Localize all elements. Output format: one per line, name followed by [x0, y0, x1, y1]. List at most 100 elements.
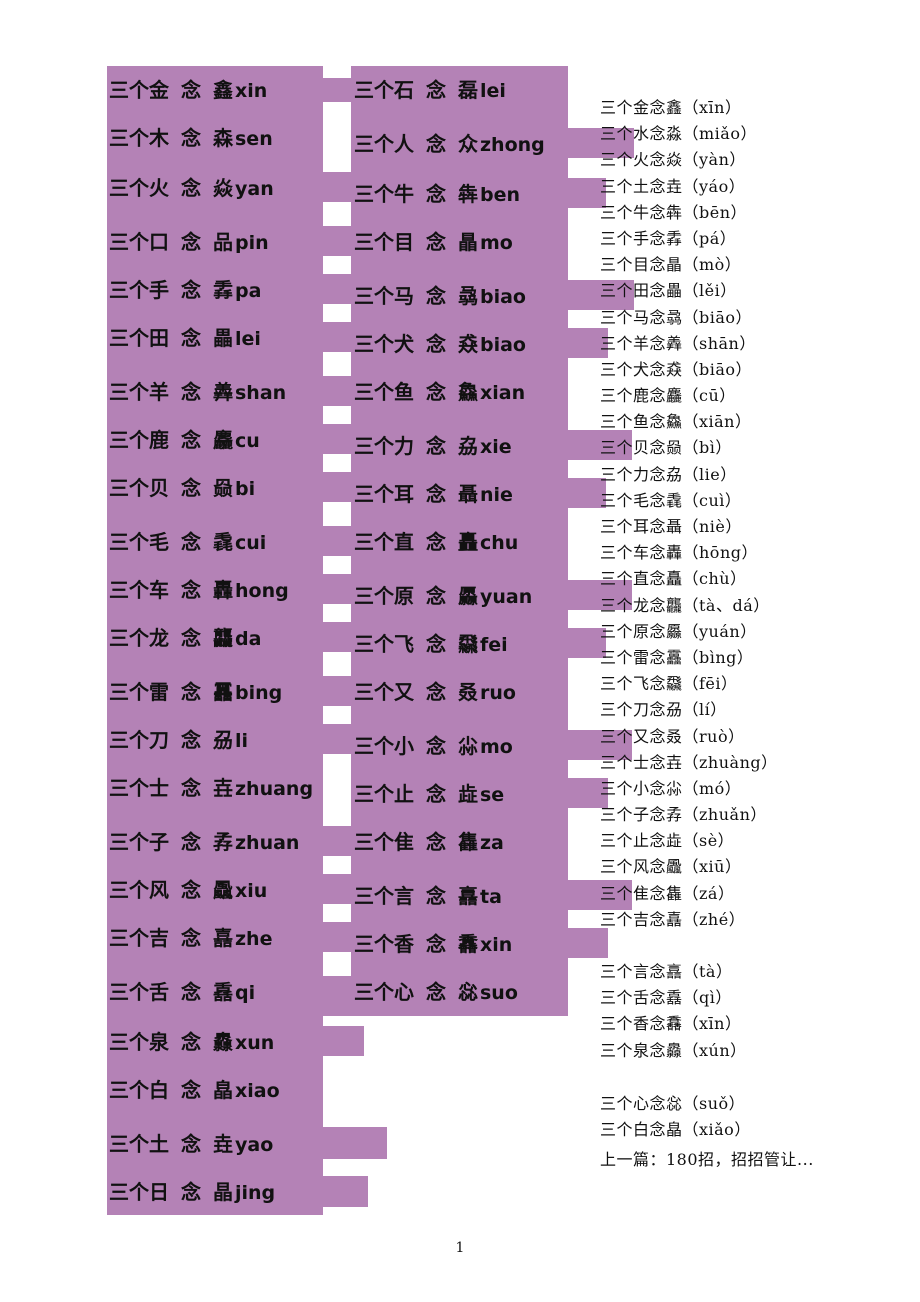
entry-nian: 念: [181, 1078, 201, 1102]
reading-line: 三个言念譶（tà）: [600, 962, 733, 981]
left-column-entry: 三个火念焱 yan: [109, 170, 274, 206]
left-column-entry: 三个子念孨 zhuan: [109, 824, 299, 860]
highlight-bar: [323, 826, 351, 856]
entry-three-chars: 三个原: [354, 584, 414, 608]
entry-pinyin: se: [480, 784, 505, 806]
entry-pinyin: cu: [235, 430, 260, 452]
entry-nian: 念: [426, 284, 446, 308]
reading-line: 三个吉念嚞（zhé）: [600, 909, 746, 929]
highlight-bar: [568, 430, 632, 460]
reading-list-block-2: 三个言念譶（tà） 三个舌念舙（qì） 三个香念馫（xīn） 三个泉念灥（xún）: [600, 959, 820, 1064]
highlight-bar: [568, 178, 606, 208]
reading-line: 三个白念皛（xiǎo）: [600, 1120, 751, 1140]
entry-pinyin: hong: [235, 580, 289, 602]
entry-nian: 念: [181, 326, 201, 350]
entry-nian: 念: [426, 884, 446, 908]
middle-column-entry: 三个石念磊 lei: [354, 72, 506, 108]
left-column-entry: 三个刀念刕 li: [109, 722, 248, 758]
previous-article-link[interactable]: 上一篇：180招，招招管让...: [600, 1150, 814, 1169]
entry-three-chars: 三个舌: [109, 980, 169, 1004]
entry-result-char: 磊: [458, 78, 478, 102]
entry-pinyin: xin: [235, 80, 268, 102]
entry-result-char: 厵: [458, 584, 478, 608]
entry-three-chars: 三个车: [109, 578, 169, 602]
highlight-bar: [323, 676, 351, 706]
reading-list-tail: 三个心念惢（suǒ） 三个白念皛（xiǎo）: [600, 1091, 820, 1143]
entry-pinyin: bi: [235, 478, 256, 500]
highlight-bar: [568, 580, 632, 610]
entry-nian: 念: [181, 380, 201, 404]
middle-column-entry: 三个言念譶 ta: [354, 878, 502, 914]
left-column-entry: 三个士念壵 zhuang: [109, 770, 313, 806]
middle-column-entry: 三个目念瞐 mo: [354, 224, 513, 260]
entry-nian: 念: [426, 78, 446, 102]
entry-nian: 念: [426, 434, 446, 458]
highlight-bar: [323, 1127, 387, 1159]
reading-line: 三个舌念舙（qì）: [600, 988, 732, 1008]
left-column-entry: 三个田念畾 lei: [109, 320, 261, 356]
left-column-entry: 三个羊念羴 shan: [109, 374, 286, 410]
highlight-bar: [323, 874, 351, 904]
highlight-bar: [568, 730, 632, 760]
entry-three-chars: 三个吉: [109, 926, 169, 950]
middle-purple-column: [351, 66, 568, 1016]
entry-pinyin: lei: [235, 328, 261, 350]
entry-pinyin: pa: [235, 280, 262, 302]
entry-result-char: 譶: [458, 884, 478, 908]
entry-result-char: 雥: [458, 830, 478, 854]
entry-result-char: 孨: [213, 830, 233, 854]
entry-pinyin: xian: [480, 382, 526, 404]
reading-list: 三个金念鑫（xīn） 三个水念淼（miǎo） 三个火念焱（yàn） 三个土念垚（yáo…: [600, 95, 820, 1090]
entry-three-chars: 三个隹: [354, 830, 414, 854]
entry-result-char: 羴: [213, 380, 233, 404]
entry-three-chars: 三个牛: [354, 182, 414, 206]
left-column-entry: 三个贝念赑 bi: [109, 470, 255, 506]
entry-three-chars: 三个士: [109, 776, 169, 800]
entry-nian: 念: [426, 530, 446, 554]
entry-pinyin: mo: [480, 736, 513, 758]
entry-three-chars: 三个手: [109, 278, 169, 302]
entry-pinyin: xin: [480, 934, 513, 956]
entry-three-chars: 三个目: [354, 230, 414, 254]
left-column-entry: 三个手念掱 pa: [109, 272, 261, 308]
entry-pinyin: xie: [480, 436, 512, 458]
entry-nian: 念: [181, 1132, 201, 1156]
entry-three-chars: 三个白: [109, 1078, 169, 1102]
entry-result-char: 垚: [213, 1132, 233, 1156]
reading-line: 三个风念飍（xiū）: [600, 857, 742, 877]
highlight-bar: [568, 628, 606, 658]
entry-nian: 念: [181, 830, 201, 854]
reading-line: 三个力念劦（lie）: [600, 464, 737, 484]
reading-line: 三个手念掱（pá）: [600, 228, 737, 248]
entry-pinyin: yuan: [480, 586, 533, 608]
entry-three-chars: 三个田: [109, 326, 169, 350]
entry-nian: 念: [181, 776, 201, 800]
entry-pinyin: xiu: [235, 880, 268, 902]
entry-pinyin: suo: [480, 982, 518, 1004]
entry-result-char: 舙: [213, 980, 233, 1004]
middle-column-entry: 三个牛念犇 ben: [354, 176, 520, 212]
reading-line: 三个土念垚（yáo）: [600, 176, 746, 196]
entry-nian: 念: [181, 176, 201, 200]
entry-nian: 念: [181, 980, 201, 1004]
entry-pinyin: qi: [235, 982, 256, 1004]
entry-nian: 念: [426, 584, 446, 608]
entry-nian: 念: [181, 680, 201, 704]
reading-list-block-1: 三个金念鑫（xīn） 三个水念淼（miǎo） 三个火念焱（yàn） 三个土念垚（yáo…: [600, 95, 820, 933]
entry-nian: 念: [181, 1030, 201, 1054]
entry-three-chars: 三个石: [354, 78, 414, 102]
entry-nian: 念: [426, 632, 446, 656]
entry-result-char: 骉: [458, 284, 478, 308]
entry-nian: 念: [181, 926, 201, 950]
entry-three-chars: 三个贝: [109, 476, 169, 500]
entry-three-chars: 三个言: [354, 884, 414, 908]
entry-three-chars: 三个人: [354, 132, 414, 156]
entry-three-chars: 三个刀: [109, 728, 169, 752]
entry-pinyin: zhong: [480, 134, 545, 156]
entry-nian: 念: [181, 78, 201, 102]
entry-result-char: 惢: [458, 980, 478, 1004]
left-column-entry: 三个车念轟 hong: [109, 572, 289, 608]
entry-three-chars: 三个直: [354, 530, 414, 554]
entry-pinyin: shan: [235, 382, 287, 404]
entry-three-chars: 三个泉: [109, 1030, 169, 1054]
